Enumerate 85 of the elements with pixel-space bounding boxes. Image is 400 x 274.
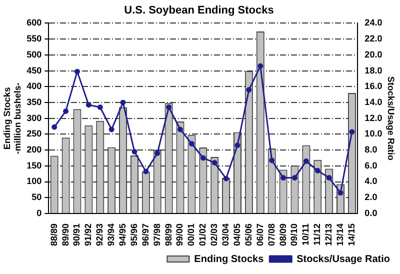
point	[349, 129, 355, 135]
point	[292, 175, 298, 181]
x-tick-label: 94/95	[118, 223, 128, 246]
point	[143, 168, 149, 174]
x-tick-label: 98/99	[163, 223, 174, 246]
point	[258, 63, 264, 69]
x-tick-label: 97/98	[152, 223, 162, 246]
point	[246, 87, 252, 93]
y2-tick-label: 16.0	[364, 81, 382, 92]
x-tick-label: 00/01	[186, 223, 196, 246]
y-tick-label: 200	[26, 144, 42, 155]
x-tick-label: 08/09	[278, 223, 288, 246]
y-tick-label: 50	[32, 192, 42, 202]
y-axis-title: Ending Stocks -million bushels-	[2, 82, 23, 154]
y2-tick-label: 24.0	[364, 18, 382, 28]
y2-tick-label: 20.0	[364, 49, 382, 60]
point	[223, 176, 229, 182]
y2-tick-label: 0.0	[364, 208, 378, 218]
point	[97, 104, 103, 110]
x-tick-label: 96/97	[140, 223, 150, 246]
point	[212, 160, 218, 166]
y-tick-label: 600	[26, 18, 42, 28]
x-tick-label: 13/14	[334, 223, 345, 246]
y-tick-label: 250	[26, 128, 42, 139]
point	[314, 168, 320, 174]
x-tick-label: 03/04	[220, 223, 231, 246]
chart-title: U.S. Soybean Ending Stocks	[124, 4, 274, 17]
x-tick-label: 02/03	[209, 223, 220, 246]
y2-tick-label: 18.0	[364, 65, 382, 76]
point	[234, 142, 240, 148]
point	[188, 140, 194, 146]
legend-label: Ending Stocks	[194, 254, 264, 265]
y-tick-label: 350	[26, 96, 42, 107]
x-tick-label: 06/07	[254, 223, 265, 246]
y-tick-label: 150	[26, 160, 42, 170]
point	[120, 100, 126, 106]
point	[166, 104, 172, 110]
point	[86, 102, 92, 108]
x-tick-label: 89/90	[60, 223, 70, 246]
x-tick-label: 95/96	[128, 223, 139, 246]
y2-tick-label: 22.0	[364, 34, 382, 44]
y-tick-label: 450	[26, 65, 42, 76]
x-tick-label: 05/06	[243, 223, 254, 246]
point	[280, 175, 286, 181]
x-tick-label: 93/94	[106, 223, 116, 246]
y2-tick-label: 4.0	[364, 176, 378, 186]
point	[326, 175, 332, 181]
point	[63, 108, 69, 114]
x-tick-label: 92/93	[94, 223, 105, 246]
x-tick-label: 09/10	[289, 223, 300, 246]
legend-label: Stocks/Usage Ratio	[296, 254, 390, 265]
x-tick-label: 04/05	[232, 223, 242, 246]
point	[154, 150, 160, 156]
x-tick-label: 11/12	[312, 223, 322, 246]
y-tick-label: 0	[36, 208, 42, 218]
point	[132, 148, 138, 154]
point	[178, 126, 184, 132]
y-tick-label: 400	[26, 81, 42, 92]
y2-tick-label: 12.0	[364, 112, 382, 123]
point	[74, 68, 80, 74]
y-tick-label: 100	[26, 176, 42, 186]
y2-tick-label: 10.0	[364, 128, 382, 139]
y-tick-label: 550	[26, 34, 42, 44]
x-tick-label: 10/11	[300, 223, 311, 246]
point	[200, 155, 206, 161]
y2-tick-label: 2.0	[364, 192, 378, 202]
x-tick-label: 91/92	[83, 223, 94, 246]
x-tick-label: 99/00	[174, 223, 185, 246]
x-tick-label: 14/15	[346, 223, 356, 246]
y2-tick-label: 6.0	[364, 160, 378, 170]
point	[52, 124, 58, 130]
x-tick-label: 01/02	[198, 223, 208, 246]
x-tick-label: 12/13	[324, 223, 334, 246]
x-tick-label: 88/89	[48, 223, 59, 246]
y2-tick-label: 14.0	[364, 96, 382, 107]
point	[108, 126, 114, 132]
point	[269, 158, 275, 164]
x-tick-label: 07/08	[266, 223, 276, 246]
y-tick-label: 300	[26, 112, 42, 123]
y2-axis-title: Stocks/Usage Ratio	[386, 76, 396, 161]
point	[338, 190, 344, 196]
y-tick-label: 500	[26, 49, 42, 60]
x-tick-label: 90/91	[72, 223, 82, 246]
y2-tick-label: 8.0	[364, 144, 378, 155]
point	[303, 158, 309, 164]
